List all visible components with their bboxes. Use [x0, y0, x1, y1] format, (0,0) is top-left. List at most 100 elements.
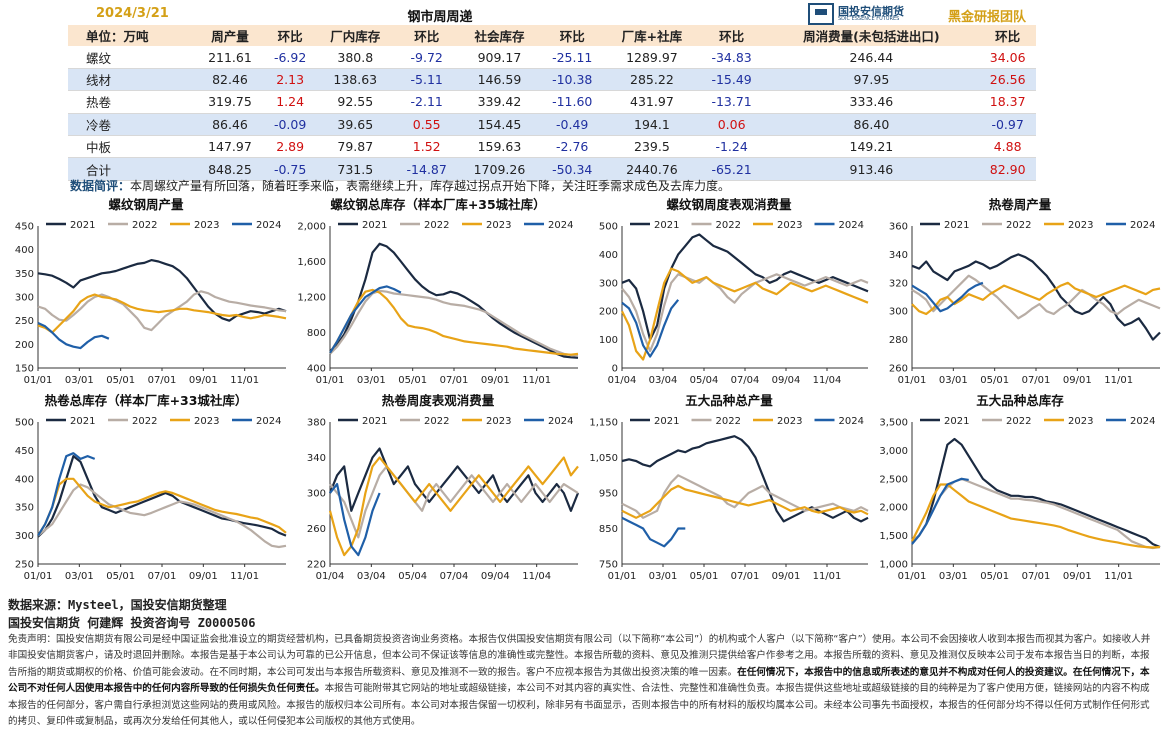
comment-text: 本周螺纹产量有所回落，随着旺季来临，表需继续上升，库存越过拐点开始下降，关注旺季… — [130, 179, 731, 193]
legend-label: 2022 — [1006, 416, 1031, 427]
legend-label: 2023 — [777, 416, 802, 427]
cell-social-stock-change: -25.11 — [552, 49, 593, 65]
x-tick-label: 09/04 — [772, 375, 801, 386]
cell-total-stock-change: -1.24 — [715, 139, 748, 155]
x-tick-label: 03/01 — [649, 571, 678, 582]
cell-mill-stock: 731.5 — [337, 161, 374, 177]
x-tick-label: 01/04 — [316, 571, 345, 582]
series-line-2021 — [37, 258, 287, 322]
y-tick-label: 500 — [599, 222, 618, 233]
table-row: 冷卷 86.46 -0.09 39.65 0.55 154.45 -0.49 194.1 0.0… — [68, 113, 1036, 136]
x-tick-label: 03/01 — [65, 375, 94, 386]
series-line-2022 — [37, 290, 287, 332]
y-tick-label: 300 — [15, 531, 34, 542]
cell-mill-stock: 380.8 — [337, 49, 374, 65]
y-tick-label: 500 — [15, 418, 34, 429]
x-tick-label: 11/04 — [813, 375, 842, 386]
y-tick-label: 450 — [15, 222, 34, 233]
x-tick-label: 01/01 — [24, 375, 53, 386]
x-tick-label: 03/04 — [357, 571, 386, 582]
series-line-2021 — [911, 437, 1161, 549]
col-social-stock: 社会库存 — [474, 29, 525, 45]
disclaimer: 免责声明：国投安信期货有限公司是经中国证监会批准设立的期货经营机构，已具备期货投… — [8, 632, 1156, 730]
legend-label: 2023 — [1068, 416, 1093, 427]
cell-social-stock: 159.63 — [477, 139, 522, 155]
series-line-2021 — [911, 253, 1161, 341]
cell-consumption: 86.40 — [853, 116, 890, 132]
row-product-name: 合计 — [86, 162, 112, 178]
cell-consumption: 913.46 — [849, 161, 894, 177]
y-tick-label: 340 — [307, 453, 326, 464]
cell-output: 86.46 — [212, 116, 248, 132]
y-tick-label: 0 — [612, 364, 618, 375]
x-tick-label: 07/01 — [440, 375, 469, 386]
x-tick-label: 03/04 — [649, 375, 678, 386]
legend-label: 2023 — [194, 220, 219, 231]
cell-social-stock-change: -0.49 — [556, 116, 589, 132]
y-tick-label: 260 — [889, 364, 908, 375]
x-tick-label: 03/01 — [939, 375, 968, 386]
cell-total-stock-change: -65.21 — [711, 161, 752, 177]
cell-social-stock: 909.17 — [477, 49, 522, 65]
y-tick-label: 300 — [307, 489, 326, 500]
cell-mill-stock-change: -9.72 — [410, 49, 443, 65]
team-label: 黑金研报团队 — [948, 10, 1027, 25]
cell-mill-stock: 92.55 — [337, 94, 374, 110]
cell-output-change: -0.75 — [273, 161, 307, 177]
cell-total-stock-change: -15.49 — [711, 71, 752, 87]
x-tick-label: 09/04 — [481, 571, 510, 582]
series-line-2024 — [911, 281, 984, 313]
y-tick-label: 3,000 — [879, 446, 908, 457]
chart-rebar-consumption: 螺纹钢周度表观消费量 2021 2022 2023 2024 0 100 200 300 400 5… — [599, 197, 869, 386]
series-line-2021 — [329, 242, 579, 359]
cell-consumption: 246.44 — [849, 49, 894, 65]
legend-label: 2022 — [1006, 220, 1031, 231]
series-line-2021 — [37, 454, 287, 538]
y-tick-label: 2,500 — [879, 474, 908, 485]
series-line-2023 — [621, 484, 869, 519]
cell-social-stock-change: -50.34 — [552, 161, 593, 177]
cell-total-stock: 1289.97 — [626, 49, 678, 65]
chart-title: 螺纹钢总库存（样本厂库+35城社库） — [330, 197, 545, 212]
cell-total-stock: 431.97 — [630, 94, 674, 110]
y-tick-label: 200 — [599, 307, 618, 318]
legend-label: 2024 — [256, 220, 281, 231]
cell-mill-stock-change: -14.87 — [406, 161, 447, 177]
y-tick-label: 300 — [889, 307, 908, 318]
legend-label: 2021 — [654, 416, 679, 427]
y-tick-label: 350 — [15, 503, 34, 514]
x-tick-label: 07/01 — [1022, 375, 1051, 386]
disclaimer-bold: 在任何情况下，本报告中的信息或所表述的意见并不构成对任何人的投资建议。在任何情况… — [8, 666, 1150, 695]
cell-output: 147.97 — [208, 139, 252, 155]
chart-rebar-inventory: 螺纹钢总库存（样本厂库+35城社库） 2021 2022 2023 2024 400 800… — [297, 197, 579, 386]
table-row: 合计 848.25 -0.75 731.5 -14.87 1709.26 -50.34 244… — [68, 157, 1036, 181]
cell-output-change: 2.89 — [276, 139, 305, 155]
col-social-stock-change: 环比 — [559, 29, 585, 45]
series-line-2022 — [329, 289, 579, 357]
chart-title: 螺纹钢周产量 — [108, 197, 184, 212]
data-comment: 数据简评：本周螺纹产量有所回落，随着旺季来临，表需继续上升，库存越过拐点开始下降… — [70, 177, 730, 194]
cell-consumption: 97.95 — [853, 71, 890, 87]
y-tick-label: 400 — [15, 474, 34, 485]
logo-name-en: SDIC ESSENCE FUTURES — [838, 16, 900, 22]
cell-consumption: 333.46 — [849, 94, 894, 110]
cell-output: 82.46 — [212, 71, 248, 87]
col-mill-stock-change: 环比 — [414, 29, 440, 45]
y-tick-label: 360 — [889, 222, 908, 233]
chart-hrc-inventory: 热卷总库存（样本厂库+33城社库） 2021 2022 2023 2024 250 300 3… — [15, 393, 287, 582]
y-tick-label: 850 — [599, 524, 618, 535]
legend-label: 2022 — [716, 220, 741, 231]
legend-label: 2023 — [194, 416, 219, 427]
disclaimer-main: 免责声明：国投安信期货有限公司是经中国证监会批准设立的期货经营机构，已具备期货投… — [8, 634, 1151, 678]
series-line-2024 — [621, 516, 686, 548]
data-source: 数据来源：Mysteel，国投安信期货整理 — [8, 598, 227, 612]
y-tick-label: 200 — [15, 340, 34, 351]
x-tick-label: 05/01 — [398, 375, 427, 386]
series-line-2022 — [621, 273, 869, 353]
cell-total-stock: 2440.76 — [626, 161, 678, 177]
cell-consumption-change: 82.90 — [989, 161, 1026, 177]
cell-total-stock: 239.5 — [634, 139, 670, 155]
x-tick-label: 01/01 — [608, 571, 637, 582]
row-product-name: 螺纹 — [86, 50, 112, 66]
x-tick-label: 03/01 — [357, 375, 386, 386]
